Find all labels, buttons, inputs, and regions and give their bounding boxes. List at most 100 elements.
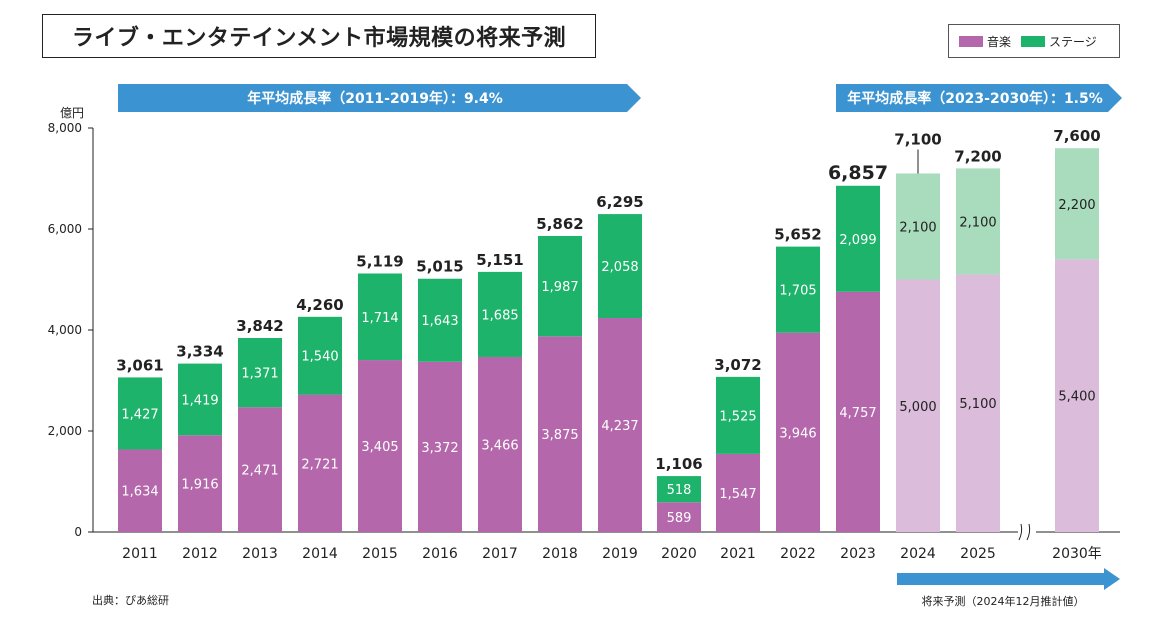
bar-music <box>178 435 222 532</box>
bar-music-label: 589 <box>667 511 692 526</box>
growth-banner-2-text: 年平均成長率（2023-2030年）：1.5% <box>847 90 1103 107</box>
bar-stage-label: 518 <box>667 483 692 498</box>
bar-music-label: 2,471 <box>241 464 278 479</box>
x-tick-label: 2018 <box>542 546 578 562</box>
bar-stage-label: 1,714 <box>361 311 398 326</box>
bar-music <box>298 394 342 532</box>
legend: 音楽 ステージ <box>948 24 1120 58</box>
bar-total-label: 1,106 <box>655 455 702 473</box>
bar-music <box>956 274 1000 532</box>
growth-banner-2 <box>836 84 1122 112</box>
legend-label-music: 音楽 <box>987 34 1012 49</box>
x-tick-label: 2024 <box>900 546 936 562</box>
x-tick-label: 2025 <box>960 546 996 562</box>
chart-title: ライブ・エンタテインメント市場規模の将来予測 <box>42 14 596 58</box>
bar-music <box>478 356 522 532</box>
bar-stage <box>238 337 282 408</box>
x-tick-label: 2013 <box>242 546 278 562</box>
bar-music <box>598 318 642 532</box>
bar-stage-label: 2,100 <box>899 220 936 235</box>
bar-music-label: 5,100 <box>959 397 996 412</box>
bar-stage-label: 1,427 <box>121 407 158 422</box>
bar-music <box>657 502 701 532</box>
bar-total-label: 7,200 <box>954 147 1001 165</box>
bar-music <box>238 407 282 532</box>
y-axis-unit-label: 億円 <box>60 106 84 120</box>
bar-total-label: 3,842 <box>236 317 283 335</box>
bar-stage <box>118 377 162 450</box>
bar-stage-label: 1,419 <box>181 393 218 408</box>
bar-music <box>538 336 582 532</box>
bar-stage-label: 1,705 <box>779 284 816 299</box>
bar-stage-label: 1,643 <box>421 314 458 329</box>
y-tick-label: 6,000 <box>48 222 82 236</box>
growth-banner-1-text: 年平均成長率（2011-2019年）：9.4% <box>247 90 503 107</box>
x-tick-label: 2012 <box>182 546 218 562</box>
bar-music-label: 3,405 <box>361 440 398 455</box>
bar-stage <box>716 376 760 454</box>
bar-music-label: 4,757 <box>839 406 876 421</box>
bar-music-label: 3,372 <box>421 441 458 456</box>
bar-total-label: 5,151 <box>476 251 523 269</box>
bar-stage <box>657 476 701 503</box>
bar-music <box>1055 259 1099 532</box>
legend-item-music: 音楽 <box>959 33 1011 50</box>
x-tick-label: 2021 <box>720 546 756 562</box>
axis-break-mark <box>1018 523 1031 541</box>
x-tick-label: 2016 <box>422 546 458 562</box>
x-tick-label: 2022 <box>780 546 816 562</box>
bar-stage-label: 2,200 <box>1058 198 1095 213</box>
x-tick-label: 2014 <box>302 546 338 562</box>
bar-stage <box>1055 148 1099 260</box>
bars: 1,634 1,427 3,061 1,916 1,419 3,334 2,471 1,371… <box>116 127 1101 532</box>
bar-total-label: 3,061 <box>116 356 163 374</box>
legend-label-stage: ステージ <box>1049 34 1097 49</box>
bar-stage-label: 2,100 <box>959 215 996 230</box>
bar-total-label: 7,600 <box>1053 127 1100 145</box>
legend-swatch-music <box>959 35 983 47</box>
bar-music-label: 5,000 <box>899 400 936 415</box>
bar-total-label: 6,857 <box>828 162 888 184</box>
x-tick-label: 2015 <box>362 546 398 562</box>
bar-music-label: 1,916 <box>181 478 218 493</box>
bar-music <box>418 361 462 532</box>
y-ticks: 0 2,000 4,000 6,000 8,000 <box>48 121 93 539</box>
bar-stage <box>298 316 342 395</box>
bar-stage <box>836 185 880 292</box>
bar-stage <box>418 278 462 362</box>
bar-stage <box>538 235 582 337</box>
bar-stage-label: 1,540 <box>301 350 338 365</box>
bar-music <box>896 279 940 532</box>
bar-music-label: 3,875 <box>541 428 578 443</box>
bar-music <box>836 291 880 532</box>
bar-total-label: 5,862 <box>536 215 583 233</box>
bar-music-label: 4,237 <box>601 419 638 434</box>
x-tick-label: 2020 <box>661 546 697 562</box>
bar-stage-label: 1,987 <box>541 280 578 295</box>
legend-swatch-stage <box>1021 35 1046 47</box>
bar-music <box>118 449 162 532</box>
bar-total-label: 5,652 <box>774 226 821 244</box>
bar-total-label: 4,260 <box>296 296 343 314</box>
x-tick-label: 2019 <box>602 546 638 562</box>
bar-music <box>716 453 760 532</box>
bar-stage <box>598 214 642 319</box>
bar-stage <box>956 168 1000 275</box>
bar-total-label: 5,119 <box>356 252 403 270</box>
y-tick-label: 0 <box>74 525 82 539</box>
y-tick-label: 2,000 <box>48 424 82 438</box>
source-note: 出典：ぴあ総研 <box>92 594 169 607</box>
bar-stage <box>178 363 222 436</box>
x-tick-label: 2023 <box>840 546 876 562</box>
bar-music-label: 1,634 <box>121 485 158 500</box>
bar-stage-label: 1,371 <box>241 367 278 382</box>
bar-total-label: 6,295 <box>596 193 643 211</box>
bar-stage-label: 2,099 <box>839 233 876 248</box>
bar-stage <box>478 271 522 357</box>
bar-music-label: 2,721 <box>301 457 338 472</box>
bar-stage-label: 1,685 <box>481 308 518 323</box>
bar-music <box>358 360 402 532</box>
bar-total-label: 7,100 <box>894 130 941 148</box>
bar-music-label: 5,400 <box>1058 390 1095 405</box>
